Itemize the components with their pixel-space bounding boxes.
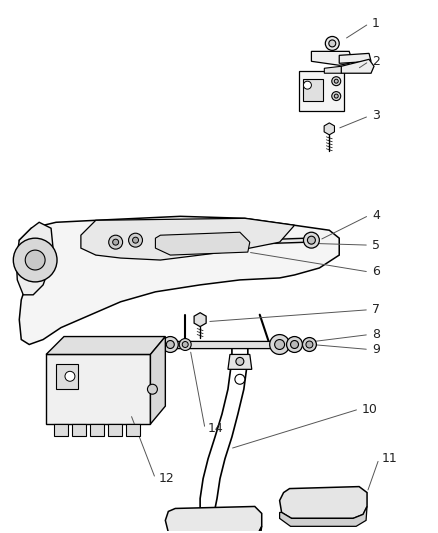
Polygon shape [324, 66, 341, 73]
Text: 3: 3 [372, 109, 380, 123]
Polygon shape [46, 354, 150, 424]
Circle shape [162, 336, 178, 352]
Circle shape [332, 92, 341, 101]
Polygon shape [170, 341, 294, 349]
Polygon shape [16, 222, 53, 295]
Bar [56, 365, 78, 389]
Polygon shape [279, 506, 367, 527]
Circle shape [25, 250, 45, 270]
Circle shape [286, 336, 303, 352]
Circle shape [303, 337, 316, 351]
Polygon shape [150, 336, 165, 424]
Circle shape [304, 232, 319, 248]
Text: 12: 12 [159, 472, 174, 485]
Circle shape [290, 341, 298, 349]
Circle shape [133, 237, 138, 243]
Polygon shape [165, 527, 262, 533]
Circle shape [65, 372, 75, 381]
Circle shape [307, 236, 315, 244]
Polygon shape [165, 506, 262, 533]
Circle shape [179, 338, 191, 351]
Polygon shape [339, 53, 371, 63]
Polygon shape [155, 232, 250, 255]
Text: 4: 4 [372, 209, 380, 222]
Circle shape [182, 342, 188, 348]
Bar [72, 424, 86, 436]
Polygon shape [341, 59, 374, 73]
Text: 8: 8 [372, 328, 380, 341]
Circle shape [334, 94, 338, 98]
Circle shape [325, 36, 339, 51]
Bar [304, 79, 323, 101]
Text: 2: 2 [372, 55, 380, 68]
Bar [54, 424, 68, 436]
Circle shape [235, 374, 245, 384]
Circle shape [304, 81, 311, 89]
Circle shape [129, 233, 142, 247]
Circle shape [329, 40, 336, 47]
Text: 7: 7 [372, 303, 380, 316]
Circle shape [113, 239, 119, 245]
Text: 14: 14 [208, 423, 224, 435]
Circle shape [13, 238, 57, 282]
Circle shape [109, 235, 123, 249]
Text: 11: 11 [382, 453, 398, 465]
Bar [126, 424, 140, 436]
Polygon shape [311, 51, 351, 65]
Text: 9: 9 [372, 343, 380, 356]
Circle shape [270, 335, 290, 354]
Polygon shape [300, 71, 344, 111]
Polygon shape [324, 123, 335, 135]
Circle shape [148, 384, 157, 394]
Text: 1: 1 [372, 17, 380, 30]
Circle shape [334, 79, 338, 83]
Circle shape [332, 77, 341, 86]
Circle shape [275, 340, 285, 350]
Text: 5: 5 [372, 239, 380, 252]
Circle shape [306, 341, 313, 348]
Polygon shape [19, 216, 339, 344]
Polygon shape [81, 219, 294, 260]
Polygon shape [46, 336, 165, 354]
Polygon shape [228, 354, 252, 369]
Polygon shape [279, 487, 367, 519]
Polygon shape [194, 313, 206, 327]
Text: 6: 6 [372, 265, 380, 278]
Bar [108, 424, 122, 436]
Bar [90, 424, 104, 436]
Circle shape [166, 341, 174, 349]
Text: 10: 10 [362, 402, 378, 416]
Circle shape [236, 358, 244, 365]
